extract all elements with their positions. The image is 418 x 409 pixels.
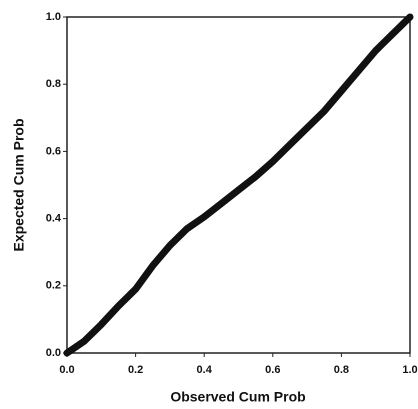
x-tick-label: 0.0 [59,364,74,376]
y-tick-label: 0.4 [46,213,62,225]
x-tick-label: 0.4 [197,364,213,376]
x-tick-label: 0.8 [334,364,349,376]
data-line [63,13,414,357]
y-tick-label: 0.2 [46,280,61,292]
x-axis-title: Observed Cum Prob [170,389,305,405]
x-tick-label: 0.2 [128,364,143,376]
y-tick-label: 0.8 [46,78,61,90]
y-tick-label: 1.0 [46,11,61,23]
y-axis-title: Expected Cum Prob [11,118,27,251]
x-tick-label: 1.0 [402,364,417,376]
y-tick-label: 0.6 [46,145,61,157]
plot-frame [66,16,411,354]
y-tick-label: 0.0 [46,347,61,359]
x-tick-label: 0.6 [265,364,280,376]
